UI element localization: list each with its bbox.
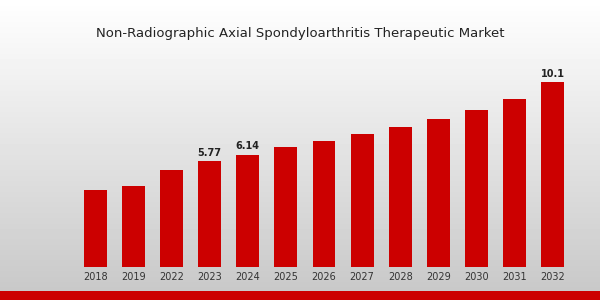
Bar	[541, 82, 564, 267]
Text: 5.77: 5.77	[198, 148, 222, 158]
Bar	[274, 147, 298, 267]
Bar	[350, 134, 374, 267]
Bar	[503, 99, 526, 267]
Bar	[389, 127, 412, 267]
Bar	[84, 190, 107, 267]
Text: Non-Radiographic Axial Spondyloarthritis Therapeutic Market: Non-Radiographic Axial Spondyloarthritis…	[96, 27, 504, 40]
Bar	[313, 141, 335, 267]
Text: 10.1: 10.1	[541, 69, 565, 79]
Bar	[198, 161, 221, 267]
Text: 6.14: 6.14	[236, 141, 260, 151]
Bar	[122, 185, 145, 267]
Bar	[236, 154, 259, 267]
Bar	[465, 110, 488, 267]
Bar	[160, 170, 183, 267]
Bar	[427, 119, 450, 267]
